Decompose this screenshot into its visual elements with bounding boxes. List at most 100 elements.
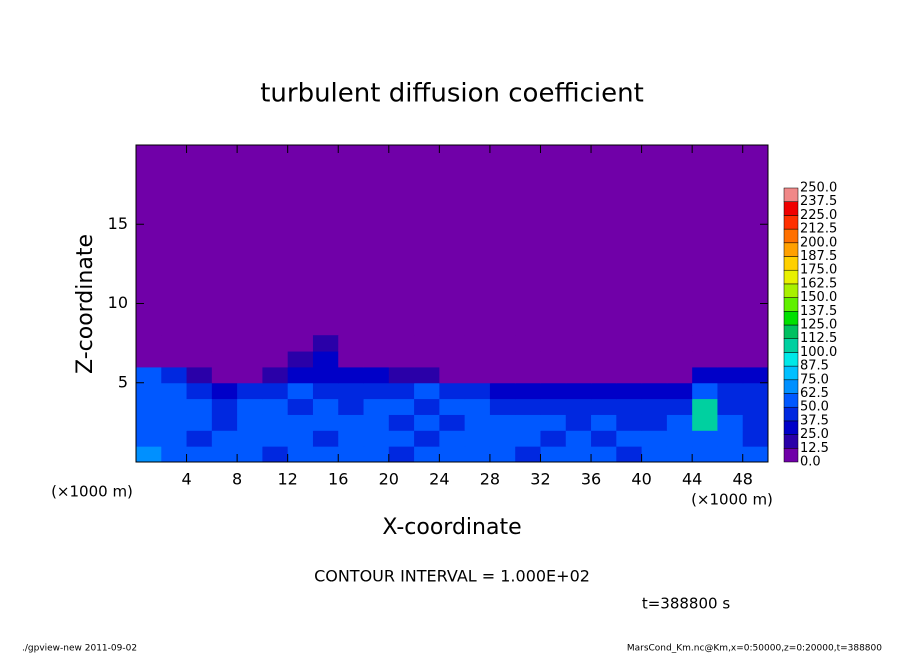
field-cell [237, 398, 263, 415]
field-cell [211, 446, 238, 463]
field-cell [692, 414, 718, 431]
field-cell [641, 446, 668, 463]
field-cell [464, 446, 491, 463]
field-cell [262, 382, 289, 400]
field-cell [363, 414, 390, 431]
field-cell [388, 366, 415, 384]
field-cell [363, 446, 390, 463]
field-cell [338, 382, 365, 400]
colorbar-cell [783, 215, 799, 230]
colorbar-label: 225.0 [800, 208, 837, 223]
colorbar-label: 112.5 [800, 331, 837, 346]
field-cell [388, 430, 415, 447]
field-cell [692, 382, 718, 400]
field-cell [742, 446, 769, 463]
field-cell [312, 382, 339, 400]
chart-title: turbulent diffusion coefficient [260, 79, 644, 109]
field-cell [565, 430, 592, 447]
field-cell [464, 398, 491, 415]
field-cell [136, 398, 162, 415]
field-cell [489, 351, 516, 368]
field-cell [439, 446, 466, 463]
field-cell [237, 414, 263, 431]
field-cell [363, 335, 390, 352]
field-cell [666, 351, 693, 368]
field-cell [211, 414, 238, 431]
field-cell [717, 414, 744, 431]
field-cell [565, 366, 592, 384]
colorbar-label: 12.5 [800, 441, 829, 456]
field-cell [591, 335, 617, 352]
colorbar-label: 237.5 [800, 194, 837, 209]
x-tick-label: 16 [328, 470, 348, 489]
x-tick-label: 44 [682, 470, 702, 489]
field-cell [692, 446, 718, 463]
field-cell [338, 335, 365, 352]
field-cell [136, 366, 162, 384]
colorbar-label: 162.5 [800, 276, 837, 291]
field-cell [211, 366, 238, 384]
field-cell [591, 446, 617, 463]
footer-right: MarsCond_Km.nc@Km,x=0:50000,z=0:20000,t=… [627, 644, 882, 654]
colorbar-label: 25.0 [800, 427, 829, 442]
colorbar-label: 0.0 [800, 455, 821, 470]
field-cell [742, 398, 769, 415]
field-cell [287, 351, 314, 368]
field-cell [186, 430, 213, 447]
colorbar-cell [783, 352, 799, 367]
field-cell [515, 430, 541, 447]
y-axis-label: Z-coordinate [73, 234, 98, 374]
footer-left: ./gpview-new 2011-09-02 [22, 644, 137, 654]
field-cell [515, 414, 541, 431]
field-cell [515, 446, 541, 463]
field-cell [338, 351, 365, 368]
field-cell [540, 398, 567, 415]
field-cell [439, 366, 466, 384]
field-cell [565, 414, 592, 431]
field-cell [161, 335, 188, 352]
colorbar-cell [783, 434, 799, 449]
field-cell [666, 414, 693, 431]
field-cell [338, 446, 365, 463]
field-cell [414, 430, 440, 447]
colorbar-cell [783, 338, 799, 353]
field-cell [439, 414, 466, 431]
field-cell [464, 430, 491, 447]
field-cell [540, 382, 567, 400]
field-cell [591, 366, 617, 384]
field-cell [262, 446, 289, 463]
y-tick-label: 10 [108, 293, 128, 312]
field-cell [161, 398, 188, 415]
field-cell [338, 414, 365, 431]
field-cell [237, 366, 263, 384]
field-cell [338, 430, 365, 447]
field-cell [287, 366, 314, 384]
field-cell [717, 430, 744, 447]
y-tick-label: 15 [108, 214, 128, 233]
x-tick-label: 12 [278, 470, 298, 489]
field-cell [439, 335, 466, 352]
colorbar-cell [783, 406, 799, 422]
field-cell [742, 351, 769, 368]
field-cell [616, 366, 643, 384]
field-cell [717, 398, 744, 415]
field-cell [666, 430, 693, 447]
field-cell [565, 335, 592, 352]
field-cell [616, 414, 643, 431]
field-cell [287, 335, 314, 352]
field-cell [136, 335, 162, 352]
field-cell [312, 366, 339, 384]
field-cell [287, 414, 314, 431]
colorbar-cell [783, 228, 799, 244]
x-axis-label: X-coordinate [382, 515, 521, 540]
field-cell [287, 430, 314, 447]
field-cell [616, 446, 643, 463]
field-cell [211, 351, 238, 368]
field-cell [136, 414, 162, 431]
colorbar-cell [783, 269, 799, 285]
field-cell [312, 351, 339, 368]
field-cell [262, 366, 289, 384]
field-cell [742, 430, 769, 447]
x-tick-label: 48 [733, 470, 753, 489]
